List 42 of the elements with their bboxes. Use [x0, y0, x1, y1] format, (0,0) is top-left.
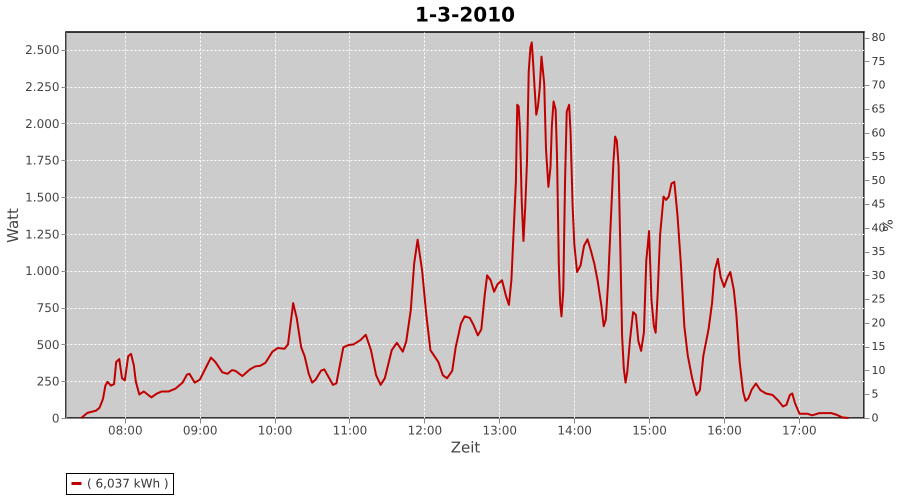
y2-tick-label: 60: [872, 126, 886, 140]
x-tick-label: 09:00: [182, 424, 218, 438]
y2-tick-label: 65: [872, 102, 886, 116]
y-tick-label: 1.000: [25, 264, 60, 278]
x-tick-label: 10:00: [258, 424, 292, 438]
x-tick-label: 16:00: [707, 424, 742, 438]
y-tick-label: 2.000: [25, 116, 60, 131]
y2-tick-label: 30: [872, 268, 886, 282]
y-tick-label: 1.500: [25, 190, 60, 205]
y2-tick-label: 75: [872, 54, 886, 68]
y2-tick-label: 70: [872, 78, 886, 92]
y-tick-label: 1.250: [25, 227, 60, 242]
x-tick-label: 13:00: [482, 424, 518, 438]
chart-title: 1-3-2010: [414, 2, 516, 26]
y2-tick-label: 80: [872, 31, 886, 44]
y-tick-label: 750: [36, 301, 60, 316]
y2-tick-label: 5: [872, 388, 878, 401]
line-series: [80, 41, 850, 419]
y2-tick-label: 35: [872, 245, 886, 258]
y-tick-label: 500: [36, 338, 60, 352]
y2-tick-label: 0: [872, 412, 878, 424]
x-tick-label: 11:00: [332, 424, 368, 438]
y-tick-label: 2.500: [25, 43, 60, 58]
x-tick-label: 17:00: [782, 424, 817, 438]
y2-tick-label: 15: [872, 340, 886, 354]
x-tick-label: 12:00: [408, 424, 442, 438]
y2-tick-label: 50: [872, 174, 886, 187]
y-tick-label: 1.750: [25, 154, 60, 168]
x-tick-label: 14:00: [557, 424, 592, 438]
y2-tick-label: 10: [872, 364, 886, 377]
y-axis-title: Watt: [4, 208, 22, 243]
y2-tick-label: 45: [872, 198, 886, 211]
y-tick-label: 250: [36, 374, 60, 389]
y-tick-label: 0: [52, 412, 60, 426]
y2-tick-label: 25: [872, 292, 886, 306]
y-tick-label: 2.250: [25, 80, 60, 94]
x-tick-label: 08:00: [108, 424, 143, 438]
legend-label: ( 6,037 kWh ): [87, 476, 169, 490]
x-tick-label: 15:00: [632, 424, 667, 438]
y2-tick-label: 55: [872, 150, 886, 164]
x-axis-title: Zeit: [450, 438, 480, 456]
y2-tick-label: 20: [872, 316, 886, 330]
